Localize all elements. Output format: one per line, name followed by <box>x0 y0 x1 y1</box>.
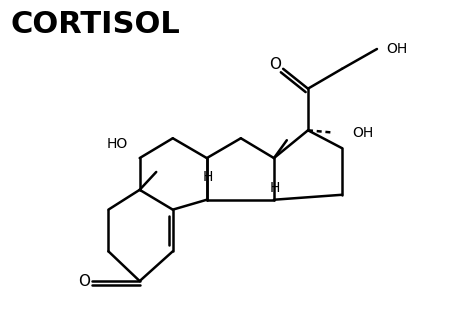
Text: HO: HO <box>106 137 128 151</box>
Text: H: H <box>202 170 213 184</box>
Text: OH: OH <box>387 42 408 56</box>
Text: OH: OH <box>353 126 374 140</box>
Text: H: H <box>270 181 280 195</box>
Text: O: O <box>269 57 281 72</box>
Text: CORTISOL: CORTISOL <box>10 10 181 39</box>
Text: O: O <box>78 274 90 288</box>
